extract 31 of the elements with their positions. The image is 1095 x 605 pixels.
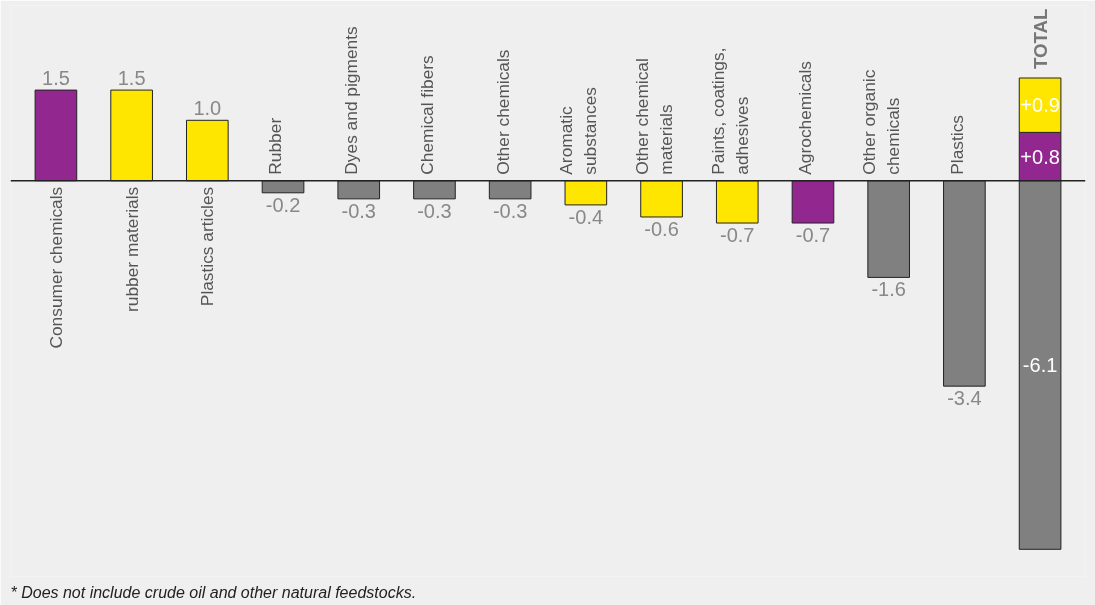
data-label: -1.6: [871, 278, 906, 301]
data-label: +0.9: [1020, 94, 1060, 117]
x-tick-label: Consumer chemicals: [45, 186, 66, 349]
data-label: -0.3: [417, 199, 452, 222]
x-tick-label: Paints, coatings, adhesives: [707, 47, 752, 175]
x-tick-label: Other chemical materials: [631, 58, 676, 175]
data-label: -0.7: [795, 223, 831, 246]
x-tick-label: Agrochemicals: [795, 60, 816, 175]
data-label: -0.7: [720, 223, 755, 246]
x-tick-label: Rubber: [265, 117, 286, 175]
x-tick-label: Other organic chemicals: [859, 69, 904, 175]
data-label: +0.8: [1020, 145, 1060, 168]
x-tick-label: Dyes and pigments: [341, 26, 362, 175]
data-label: -0.3: [341, 199, 376, 222]
data-label: -3.4: [947, 387, 982, 409]
x-tick-label: Other chemicals: [492, 49, 513, 175]
text: * Does not include crude oil and other natural feedstocks.: [10, 583, 417, 601]
data-label: -0.3: [492, 199, 528, 222]
x-tick-label: Plastics: [946, 114, 967, 175]
data-label: -6.1: [1022, 354, 1058, 377]
x-tick-label: TOTAL: [1029, 8, 1051, 69]
data-label: 1.5: [117, 67, 146, 90]
data-label: -0.6: [644, 217, 679, 240]
data-label: 1.0: [193, 97, 222, 120]
x-tick-label: Plastics articles: [197, 186, 218, 307]
x-tick-label: Aromatic substances: [556, 86, 601, 175]
data-label: 1.5: [42, 67, 70, 90]
data-label: -0.2: [265, 193, 301, 216]
data-label: -0.4: [568, 205, 604, 228]
x-tick-label: Chemical fibers: [416, 54, 437, 175]
x-tick-label: rubber materials: [121, 186, 142, 312]
